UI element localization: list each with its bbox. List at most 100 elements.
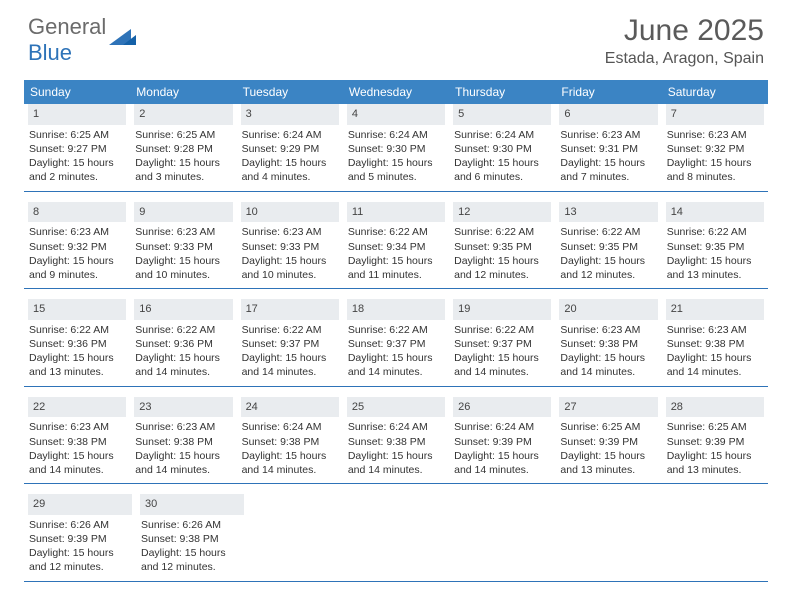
daylight-line: Daylight: 15 hours and 14 minutes. (134, 449, 232, 477)
daylight-line: Daylight: 15 hours and 13 minutes. (28, 351, 126, 379)
day-number: 30 (140, 494, 244, 515)
sunset-line: Sunset: 9:37 PM (453, 337, 551, 351)
daylight-line: Daylight: 15 hours and 13 minutes. (666, 254, 764, 282)
sunset-line: Sunset: 9:36 PM (134, 337, 232, 351)
day-cell: 21Sunrise: 6:23 AMSunset: 9:38 PMDayligh… (662, 299, 768, 386)
day-number: 19 (453, 299, 551, 320)
sunset-line: Sunset: 9:38 PM (666, 337, 764, 351)
sunset-line: Sunset: 9:29 PM (241, 142, 339, 156)
sunset-line: Sunset: 9:28 PM (134, 142, 232, 156)
sunset-line: Sunset: 9:39 PM (28, 532, 132, 546)
day-number: 1 (28, 104, 126, 125)
day-number: 3 (241, 104, 339, 125)
sunset-line: Sunset: 9:37 PM (241, 337, 339, 351)
sunrise-line: Sunrise: 6:24 AM (347, 420, 445, 434)
sunrise-line: Sunrise: 6:22 AM (559, 225, 657, 239)
day-cell: 9Sunrise: 6:23 AMSunset: 9:33 PMDaylight… (130, 202, 236, 289)
sunset-line: Sunset: 9:39 PM (559, 435, 657, 449)
day-cell: 6Sunrise: 6:23 AMSunset: 9:31 PMDaylight… (555, 104, 661, 191)
day-cell: 15Sunrise: 6:22 AMSunset: 9:36 PMDayligh… (24, 299, 130, 386)
weeks-container: 1Sunrise: 6:25 AMSunset: 9:27 PMDaylight… (24, 104, 768, 582)
day-number: 2 (134, 104, 232, 125)
day-number: 23 (134, 397, 232, 418)
location-subtitle: Estada, Aragon, Spain (605, 50, 764, 68)
day-number: 11 (347, 202, 445, 223)
sunset-line: Sunset: 9:38 PM (134, 435, 232, 449)
day-number: 22 (28, 397, 126, 418)
sunrise-line: Sunrise: 6:24 AM (241, 128, 339, 142)
day-cell: 17Sunrise: 6:22 AMSunset: 9:37 PMDayligh… (237, 299, 343, 386)
sunrise-line: Sunrise: 6:22 AM (347, 225, 445, 239)
day-number: 10 (241, 202, 339, 223)
day-number: 25 (347, 397, 445, 418)
day-cell: 18Sunrise: 6:22 AMSunset: 9:37 PMDayligh… (343, 299, 449, 386)
daylight-line: Daylight: 15 hours and 14 minutes. (241, 449, 339, 477)
sunset-line: Sunset: 9:30 PM (453, 142, 551, 156)
week-row: 15Sunrise: 6:22 AMSunset: 9:36 PMDayligh… (24, 299, 768, 387)
sunrise-line: Sunrise: 6:25 AM (28, 128, 126, 142)
empty-day (352, 494, 456, 581)
sunrise-line: Sunrise: 6:24 AM (241, 420, 339, 434)
sunrise-line: Sunrise: 6:23 AM (134, 420, 232, 434)
day-cell: 23 Sunrise: 6:23 AMSunset: 9:38 PMDayligh… (130, 397, 236, 484)
sunset-line: Sunset: 9:32 PM (666, 142, 764, 156)
sunset-line: Sunset: 9:33 PM (134, 240, 232, 254)
logo-text-top: General (28, 14, 106, 39)
week-row: 1Sunrise: 6:25 AMSunset: 9:27 PMDaylight… (24, 104, 768, 192)
daylight-line: Daylight: 15 hours and 12 minutes. (140, 546, 244, 574)
sunrise-line: Sunrise: 6:23 AM (559, 128, 657, 142)
empty-day (248, 494, 352, 581)
logo-text-bottom: Blue (28, 40, 72, 65)
sunset-line: Sunset: 9:38 PM (559, 337, 657, 351)
sunrise-line: Sunrise: 6:23 AM (241, 225, 339, 239)
day-number: 18 (347, 299, 445, 320)
day-number: 16 (134, 299, 232, 320)
daylight-line: Daylight: 15 hours and 3 minutes. (134, 156, 232, 184)
sunrise-line: Sunrise: 6:22 AM (134, 323, 232, 337)
day-number: 9 (134, 202, 232, 223)
empty-day (664, 494, 768, 581)
daylight-line: Daylight: 15 hours and 13 minutes. (559, 449, 657, 477)
daylight-line: Daylight: 15 hours and 13 minutes. (666, 449, 764, 477)
day-number: 20 (559, 299, 657, 320)
sunrise-line: Sunrise: 6:23 AM (28, 225, 126, 239)
week-row: 22Sunrise: 6:23 AMSunset: 9:38 PMDayligh… (24, 397, 768, 485)
sunrise-line: Sunrise: 6:22 AM (241, 323, 339, 337)
daylight-line: Daylight: 15 hours and 2 minutes. (28, 156, 126, 184)
day-cell: 25Sunrise: 6:24 AMSunset: 9:38 PMDayligh… (343, 397, 449, 484)
day-cell: 2Sunrise: 6:25 AMSunset: 9:28 PMDaylight… (130, 104, 236, 191)
sunrise-line: Sunrise: 6:25 AM (559, 420, 657, 434)
sunrise-line: Sunrise: 6:24 AM (347, 128, 445, 142)
header: General Blue June 2025 Estada, Aragon, S… (0, 0, 792, 74)
day-number: 24 (241, 397, 339, 418)
day-cell: 10Sunrise: 6:23 AMSunset: 9:33 PMDayligh… (237, 202, 343, 289)
day-cell: 14Sunrise: 6:22 AMSunset: 9:35 PMDayligh… (662, 202, 768, 289)
day-cell: 1Sunrise: 6:25 AMSunset: 9:27 PMDaylight… (24, 104, 130, 191)
day-cell: 26Sunrise: 6:24 AMSunset: 9:39 PMDayligh… (449, 397, 555, 484)
day-number: 29 (28, 494, 132, 515)
day-number: 8 (28, 202, 126, 223)
sunrise-line: Sunrise: 6:25 AM (666, 420, 764, 434)
daylight-line: Daylight: 15 hours and 6 minutes. (453, 156, 551, 184)
daylight-line: Daylight: 15 hours and 14 minutes. (453, 351, 551, 379)
sunset-line: Sunset: 9:39 PM (666, 435, 764, 449)
daylight-line: Daylight: 15 hours and 8 minutes. (666, 156, 764, 184)
sunset-line: Sunset: 9:38 PM (140, 532, 244, 546)
daylight-line: Daylight: 15 hours and 14 minutes. (241, 351, 339, 379)
sunset-line: Sunset: 9:34 PM (347, 240, 445, 254)
day-cell: 29Sunrise: 6:26 AMSunset: 9:39 PMDayligh… (24, 494, 136, 581)
weekday-header: Sunday (24, 80, 130, 104)
sunrise-line: Sunrise: 6:24 AM (453, 420, 551, 434)
sunset-line: Sunset: 9:32 PM (28, 240, 126, 254)
day-cell: 11 Sunrise: 6:22 AMSunset: 9:34 PMDayligh… (343, 202, 449, 289)
daylight-line: Daylight: 15 hours and 10 minutes. (134, 254, 232, 282)
day-number: 12 (453, 202, 551, 223)
sunrise-line: Sunrise: 6:22 AM (666, 225, 764, 239)
day-cell: 7Sunrise: 6:23 AMSunset: 9:32 PMDaylight… (662, 104, 768, 191)
daylight-line: Daylight: 15 hours and 11 minutes. (347, 254, 445, 282)
sunrise-line: Sunrise: 6:22 AM (453, 225, 551, 239)
sunset-line: Sunset: 9:35 PM (453, 240, 551, 254)
day-cell: 13Sunrise: 6:22 AMSunset: 9:35 PMDayligh… (555, 202, 661, 289)
day-number: 15 (28, 299, 126, 320)
sunset-line: Sunset: 9:38 PM (347, 435, 445, 449)
